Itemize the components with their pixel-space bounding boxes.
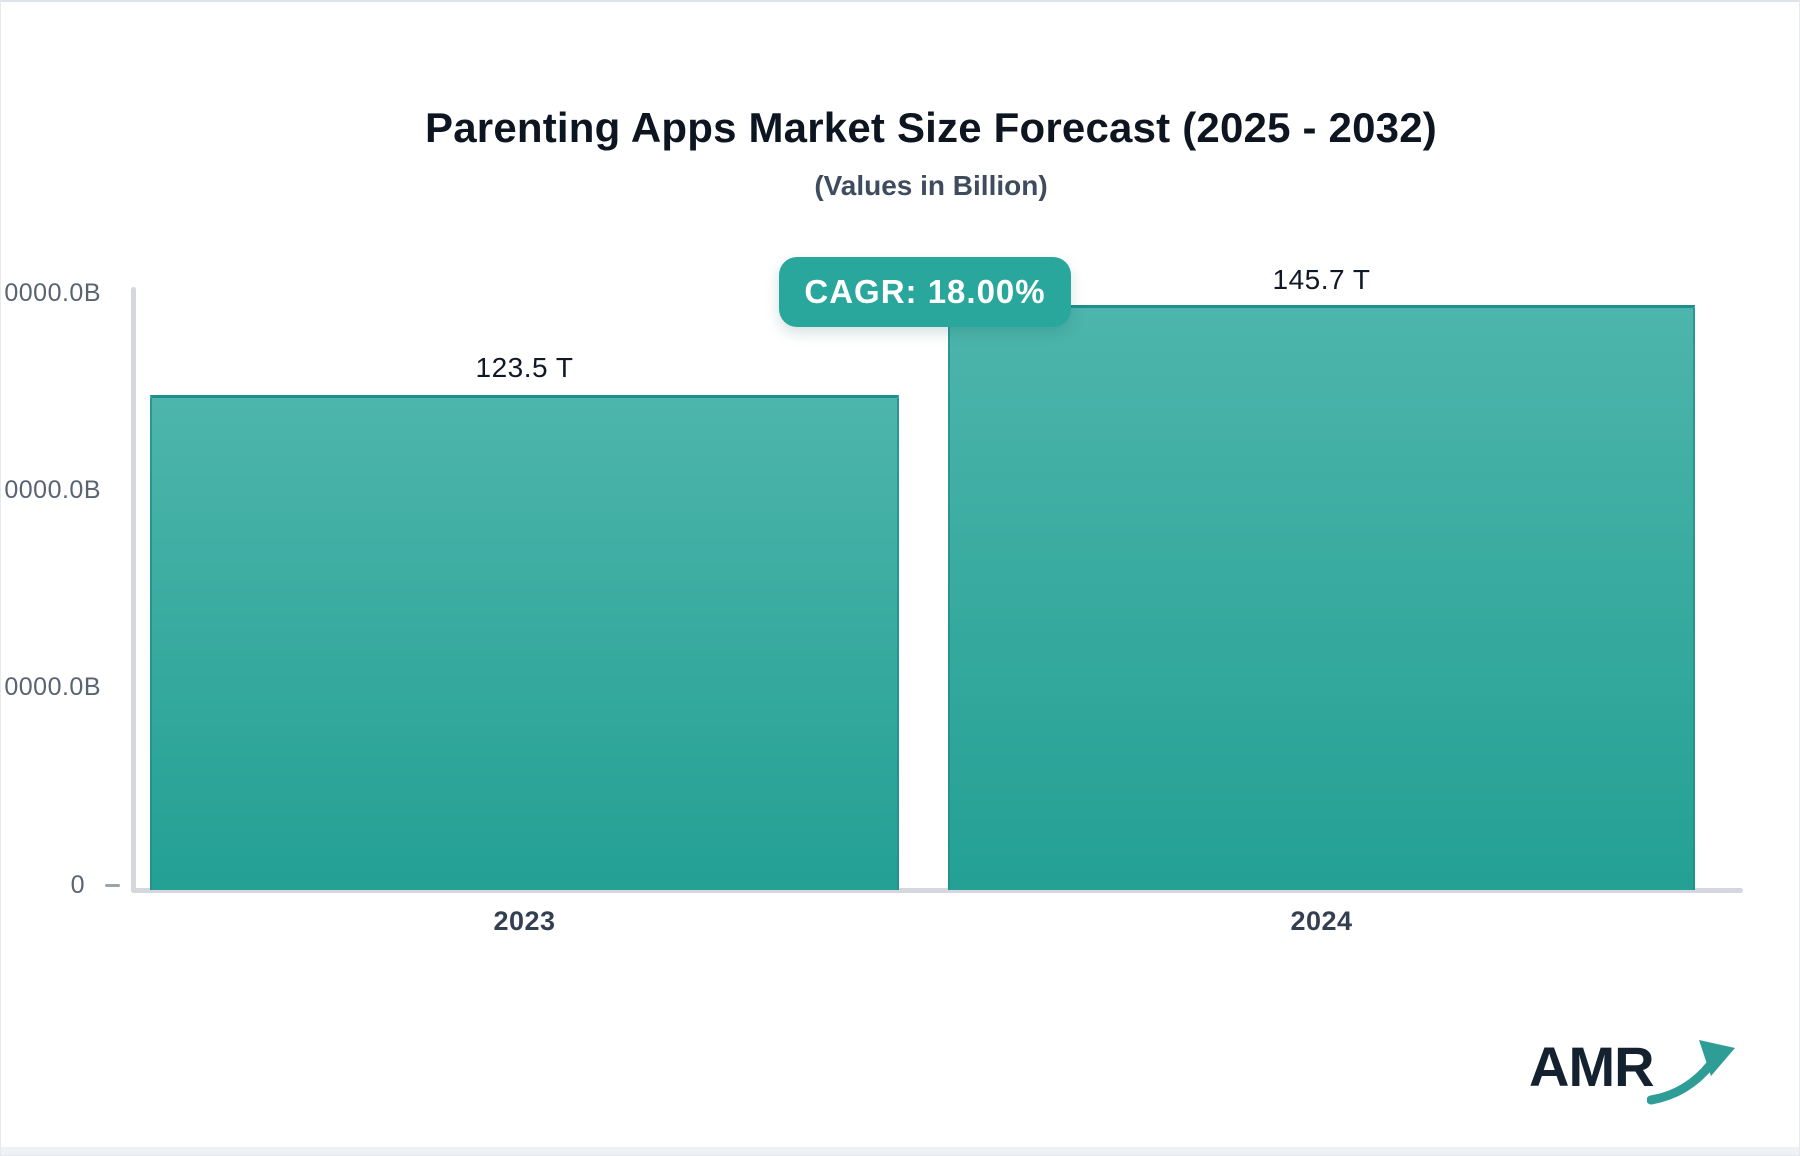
cagr-badge-label: CAGR: 18.00% [804, 273, 1046, 310]
chart-title: Parenting Apps Market Size Forecast (202… [425, 104, 1437, 151]
y-tick-label-zero: 0 [70, 871, 85, 899]
bar-2023 [150, 395, 899, 890]
bar-2024 [948, 305, 1695, 890]
growth-arrow-icon [1647, 1040, 1735, 1105]
amr-logo: AMR [1529, 1032, 1735, 1122]
y-tick-label-150000: 0000.0B [4, 279, 101, 307]
chart-header: Parenting Apps Market Size Forecast (202… [71, 2, 1791, 202]
amr-logo-text: AMR [1529, 1035, 1655, 1098]
zero-tick-mark [105, 884, 120, 887]
y-tick-label-50000: 0000.0B [4, 673, 101, 701]
bar-value-label-2023: 123.5 T [475, 352, 574, 383]
bottom-border-strip [1, 1147, 1799, 1155]
bar-value-label-2024: 145.7 T [1272, 264, 1371, 295]
chart-subtitle: (Values in Billion) [814, 170, 1048, 201]
y-axis-line [131, 287, 136, 892]
x-tick-label-2024: 2024 [1290, 906, 1353, 936]
x-tick-label-2023: 2023 [493, 906, 556, 936]
cagr-badge: CAGR: 18.00% [779, 257, 1071, 327]
x-axis-line [131, 888, 1743, 893]
y-tick-label-100000: 0000.0B [4, 476, 101, 504]
